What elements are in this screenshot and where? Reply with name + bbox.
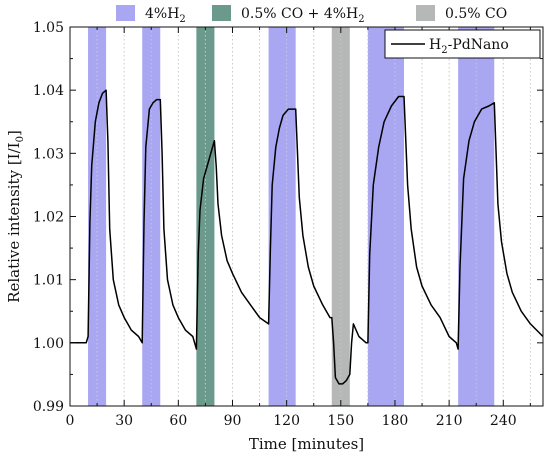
x-tick-label: 60 [169, 413, 187, 429]
y-tick-label: 1.00 [33, 336, 64, 352]
x-tick-label: 120 [273, 413, 300, 429]
band-legend: 4%H2 0.5% CO + 4%H2 0.5% CO [116, 5, 507, 25]
y-tick-label: 0.99 [33, 399, 64, 415]
series-legend: H2-PdNano [384, 29, 541, 59]
x-tick-label: 150 [327, 413, 354, 429]
x-tick-label: 180 [382, 413, 409, 429]
series-line [70, 89, 544, 385]
band-h2 [268, 27, 296, 406]
legend-label-co: 0.5% CO [445, 6, 507, 22]
series-layer [70, 89, 544, 385]
y-tick-label: 1.02 [33, 210, 64, 226]
band-h2 [367, 27, 404, 406]
legend-label-h2: 4%H2 [145, 6, 186, 25]
grid-lines [96, 27, 531, 406]
series-legend-label: H2-PdNano [429, 37, 509, 56]
x-tick-label: 0 [66, 413, 75, 429]
y-axis-label: Relative intensity [I/I0] [5, 130, 26, 303]
y-axis-label-sub: 0 [15, 136, 26, 142]
exposure-bands [88, 27, 495, 406]
legend-swatch-co [416, 5, 435, 21]
x-axis-label: Time [minutes] [249, 435, 364, 453]
y-tick-label: 1.01 [33, 273, 64, 289]
y-tick-label: 1.03 [33, 146, 64, 162]
x-tick-label: 30 [115, 413, 133, 429]
y-tick-label: 1.05 [33, 20, 64, 36]
y-axis: 0.99 1.00 1.01 1.02 1.03 1.04 1.05 [33, 20, 543, 415]
y-axis-label-end: ] [5, 130, 23, 136]
legend-label-co-h2: 0.5% CO + 4%H2 [241, 6, 365, 25]
x-tick-label: 90 [224, 413, 242, 429]
y-tick-label: 1.04 [33, 83, 64, 99]
legend-swatch-co-h2 [212, 5, 231, 21]
x-tick-label: 240 [490, 413, 517, 429]
x-axis: 0 30 60 90 120 150 180 210 240 [66, 27, 531, 429]
x-tick-label: 210 [436, 413, 463, 429]
legend-swatch-h2 [116, 5, 135, 21]
y-axis-label-main: Relative intensity [I/I [5, 142, 23, 302]
